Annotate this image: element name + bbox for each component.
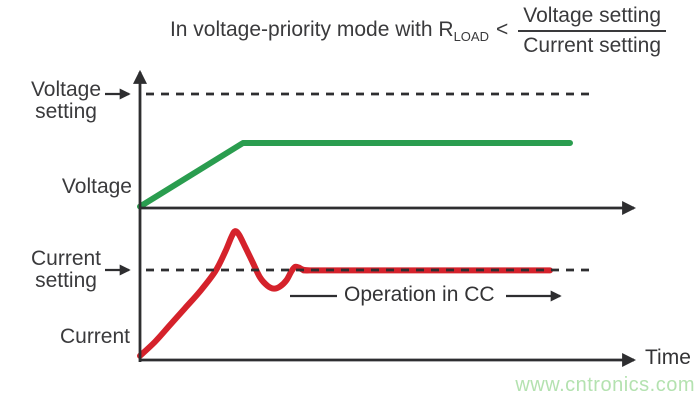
rload-subscript: LOAD (453, 29, 489, 45)
watermark: www.cntronics.com (515, 374, 695, 396)
operation-cc-label: Operation in CC (344, 283, 495, 306)
fraction-denominator: Current setting (523, 34, 661, 57)
voltage-axis-label: Voltage (61, 175, 132, 198)
current-axis-label: Current (59, 325, 130, 348)
voltage-setting-line1: Voltage (30, 78, 102, 101)
time-axis-label: Time (645, 346, 691, 369)
voltage-setting-label: Voltage setting (16, 78, 116, 124)
title-prefix: In voltage-priority mode with R (169, 17, 454, 41)
fraction-numerator: Voltage setting (518, 4, 667, 32)
current-setting-label: Current setting (16, 247, 116, 293)
current-setting-line2: setting (35, 269, 97, 293)
comparator: < (495, 17, 509, 41)
voltage-curve (137, 140, 573, 210)
figure-title: In voltage-priority mode with RLOAD < Vol… (140, 0, 696, 62)
voltage-setting-line2: setting (35, 100, 97, 124)
fraction: Voltage setting Current setting (518, 4, 667, 58)
current-setting-line1: Current (30, 247, 102, 270)
title-text: In voltage-priority mode with RLOAD < (170, 18, 508, 44)
